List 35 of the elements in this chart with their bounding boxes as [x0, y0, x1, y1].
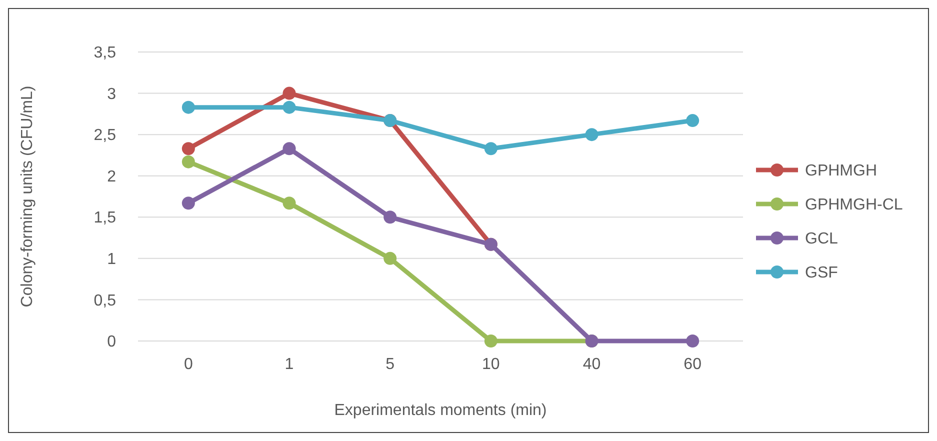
x-tick-label: 40 [582, 356, 601, 373]
point [686, 114, 700, 128]
point [182, 196, 195, 210]
point [182, 100, 195, 114]
y-tick-label: 0 [107, 334, 116, 351]
point [282, 86, 296, 100]
point [282, 100, 296, 114]
x-axis-title: Experimentals moments (min) [334, 402, 547, 419]
x-tick-label: 1 [284, 356, 294, 373]
point [484, 334, 498, 348]
y-tick-label: 3 [107, 86, 116, 103]
x-tick-label: 0 [184, 356, 193, 373]
legend-label: GPHMGH-CL [805, 196, 903, 214]
legend-label: GCL [805, 230, 838, 248]
legend-label: GPHMGH [805, 162, 877, 180]
point [182, 142, 195, 156]
x-tick-label: 5 [386, 356, 395, 373]
y-tick-label: 1 [107, 251, 116, 268]
point [384, 210, 397, 224]
point [585, 128, 598, 142]
y-tick-label: 2,5 [94, 127, 116, 144]
y-tick-label: 3,5 [94, 44, 116, 62]
point [686, 334, 700, 348]
y-tick-label: 1,5 [94, 210, 116, 227]
point [384, 252, 397, 265]
y-tick-label: 0,5 [94, 292, 116, 310]
x-tick-label: 10 [482, 356, 500, 373]
point [182, 155, 195, 168]
point [282, 142, 296, 156]
y-axis-title: Colony-forming units (CFU/mL) [19, 86, 36, 308]
legend-label: GSF [805, 264, 838, 282]
point [282, 196, 296, 210]
y-tick-label: 2 [107, 168, 116, 186]
point [484, 142, 498, 156]
x-tick-label: 60 [684, 356, 702, 373]
